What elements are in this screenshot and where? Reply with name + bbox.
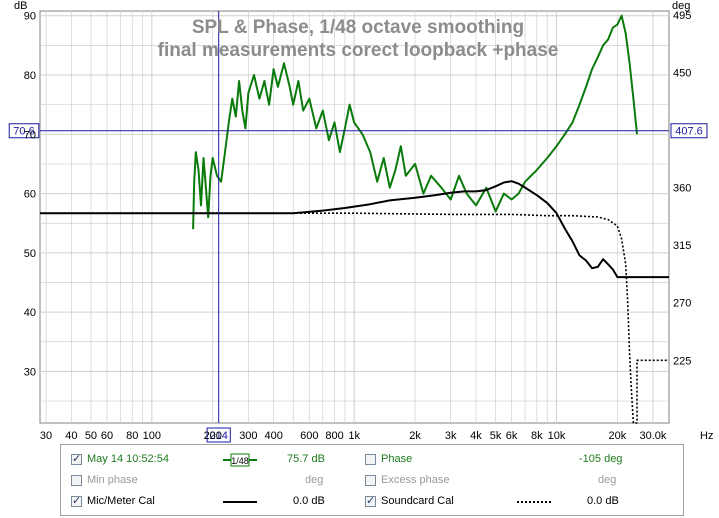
min-phase-value: deg	[305, 474, 324, 486]
excess-phase-checkbox[interactable]	[365, 475, 376, 486]
measurement-checkbox[interactable]	[71, 452, 82, 465]
cursor-y-left-label-text: 70.6	[13, 126, 34, 138]
x-tick-label: 6k	[506, 430, 518, 442]
legend-row-calibration: Mic/Meter Cal 0.0 dB Soundcard Cal 0.0 d…	[61, 493, 683, 513]
x-axis-label: Hz	[700, 430, 713, 442]
cursor-x-label-text: 214	[210, 430, 228, 442]
cursor-y-left-label: 70.6	[8, 123, 40, 139]
x-tick-label: 3k	[445, 430, 457, 442]
soundcard-cal-label: Soundcard Cal	[381, 495, 454, 507]
y-left-tick-label: 70	[24, 129, 36, 141]
y-left-axis-label: dB	[14, 0, 27, 12]
soundcard-cal-line-swatch	[517, 501, 551, 503]
phase-label: Phase	[381, 453, 413, 465]
smoothing-badge[interactable]: 1/48	[223, 453, 257, 467]
cursor[interactable]: 70.6 407.6 214	[8, 11, 708, 443]
x-tick-label: 10k	[548, 430, 566, 442]
y-right-axis-label: deg	[672, 0, 690, 12]
x-tick-label: 200	[204, 430, 222, 442]
measurement-name: May 14 10:52:54	[87, 453, 169, 465]
y-left-tick-label: 90	[24, 11, 36, 23]
spl-line	[192, 14, 638, 230]
y-left-tick-label: 80	[24, 70, 36, 82]
mic-cal-label: Mic/Meter Cal	[87, 495, 155, 507]
x-tick-label: 50	[85, 430, 97, 442]
x-tick-label: 80	[126, 430, 138, 442]
y-left-tick-label: 30	[24, 366, 36, 378]
x-tick-label: 20k	[608, 430, 626, 442]
x-tick-label: 800	[325, 430, 343, 442]
series-layer	[40, 14, 669, 424]
y-right-tick-label: 225	[673, 355, 691, 367]
x-tick-label: 300	[239, 430, 257, 442]
y-right-tick-label: 360	[673, 183, 691, 195]
cursor-y-right-label-text: 407.6	[675, 126, 703, 138]
y-right-tick-label: 270	[673, 298, 691, 310]
y-right-tick-label: 495	[673, 10, 691, 22]
phase-checkbox[interactable]	[365, 454, 376, 465]
svg-text:1/48: 1/48	[231, 456, 249, 466]
soundcard-cal-checkbox[interactable]	[365, 494, 376, 507]
legend-row-measurement: May 14 10:52:54 1/48 75.7 dB Phase -105 …	[61, 451, 683, 471]
x-tick-label: 400	[264, 430, 282, 442]
measurement-value: 75.7 dB	[287, 453, 325, 465]
y-left-tick-label: 60	[24, 189, 36, 201]
mic-cal-line-swatch	[223, 501, 257, 503]
x-tick-label: 8k	[531, 430, 543, 442]
excess-phase-label: Excess phase	[381, 474, 450, 486]
x-tick-label: 1k	[348, 430, 360, 442]
grid	[40, 11, 669, 423]
smoothing-icon: 1/48	[223, 453, 257, 467]
mic-cal-value: 0.0 dB	[293, 495, 325, 507]
chart-title: SPL & Phase, 1/48 octave smoothing	[192, 17, 524, 38]
x-tick-label: 5k	[490, 430, 502, 442]
cursor-y-right-label: 407.6	[670, 123, 708, 139]
cursor-y-left-label-box	[8, 123, 40, 139]
min-phase-checkbox[interactable]	[71, 475, 82, 486]
spl-phase-chart[interactable]: 70.6 407.6 214 30 40 50 60 80 100 200 300 400 600 80…	[0, 0, 719, 444]
x-tick-label: 40	[65, 430, 77, 442]
legend-row-min-phase: Min phase deg Excess phase deg	[61, 472, 683, 492]
x-tick-label: 60	[101, 430, 113, 442]
phase-value: -105 deg	[579, 453, 623, 465]
min-phase-label: Min phase	[87, 474, 138, 486]
x-tick-label: 600	[300, 430, 318, 442]
y-left-tick-label: 40	[24, 307, 36, 319]
x-tick-label: 2k	[409, 430, 421, 442]
tick-labels: 30 40 50 60 80 100 200 300 400 600 800 1k 2k 3k 4k 5k 6k…	[24, 10, 692, 442]
soundcard-cal-value: 0.0 dB	[587, 495, 619, 507]
chart-subtitle: final measurements corect loopback +phas…	[158, 40, 559, 61]
y-left-tick-label: 50	[24, 248, 36, 260]
x-tick-label: 100	[143, 430, 161, 442]
x-tick-label: 30.0k	[640, 430, 667, 442]
y-right-tick-label: 450	[673, 67, 691, 79]
soundcard-cal-line	[40, 212, 669, 424]
cursor-x-label: 214	[206, 427, 231, 443]
mic-cal-checkbox[interactable]	[71, 494, 82, 507]
phase-line	[40, 180, 669, 279]
excess-phase-value: deg	[598, 474, 617, 486]
legend-panel: May 14 10:52:54 1/48 75.7 dB Phase -105 …	[60, 444, 684, 516]
y-right-tick-label: 315	[673, 240, 691, 252]
cursor-x-label-box	[206, 427, 231, 443]
cursor-y-right-label-box	[670, 123, 708, 139]
x-tick-label: 30	[40, 430, 52, 442]
x-tick-label: 4k	[470, 430, 482, 442]
